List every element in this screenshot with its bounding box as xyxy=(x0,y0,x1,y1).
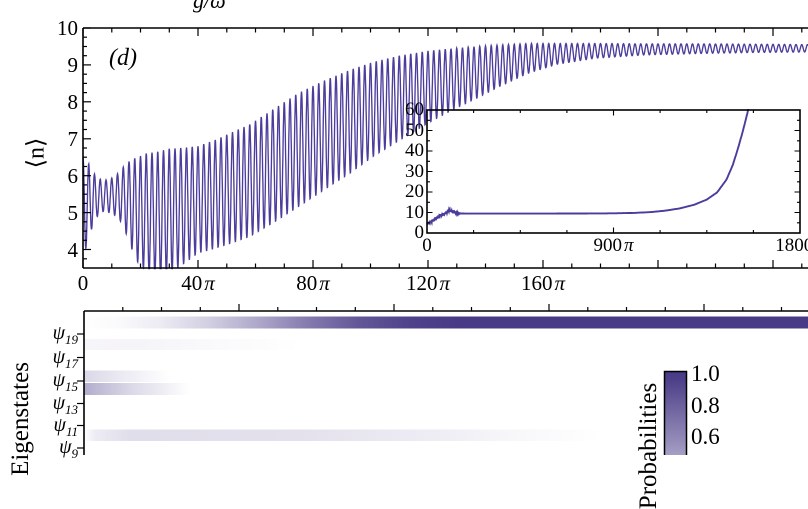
inset-y-tick-label: 40 xyxy=(405,140,424,161)
main-y-tick-label: 4 xyxy=(67,237,79,262)
inset-x-tick-label: 0 xyxy=(422,235,432,256)
eigenstate-row-label: ψ15 xyxy=(52,369,78,394)
eigenstate-row-label: ψ13 xyxy=(52,391,78,417)
inset-curve xyxy=(427,109,750,227)
main-y-tick-label: 10 xyxy=(57,16,78,40)
inset-y-tick-label: 30 xyxy=(405,160,424,182)
main-axes xyxy=(82,27,808,269)
heatmap-band xyxy=(84,429,600,441)
inset-axes xyxy=(426,109,801,234)
tick-labels-layer: 0 40π 80π 120π 160π 10 9 8 7 6 5 4 60 50 40 30 20 10 0 0 900… xyxy=(52,16,808,461)
colorbar-tick-label: 0.6 xyxy=(691,424,720,449)
eigenstate-row-label: ψ19 xyxy=(52,322,78,347)
main-y-tick-label: 6 xyxy=(67,163,79,188)
heatmap-frame xyxy=(83,310,808,455)
main-y-tick-label: 9 xyxy=(67,52,79,77)
main-x-tick-label: 120π xyxy=(405,271,451,295)
inset-y-tick-label: 60 xyxy=(405,99,424,120)
main-y-tick-label: 7 xyxy=(67,126,79,151)
inset-x-tick-label: 900 π xyxy=(593,235,634,256)
colorbar-tick-label: 1.0 xyxy=(691,361,720,386)
inset-y-tick-label: 20 xyxy=(405,181,424,202)
main-x-tick-label: 0 xyxy=(77,271,89,295)
main-x-tick-label: 160π xyxy=(520,271,566,295)
heatmap-band xyxy=(84,339,300,350)
main-y-tick-label: 5 xyxy=(67,200,79,225)
inset-y-tick-label: 10 xyxy=(405,201,424,223)
heatmap-bands xyxy=(84,316,808,441)
eigenstate-row-label: ψ9 xyxy=(59,436,78,461)
inset-x-tick-label: 1800π xyxy=(775,235,808,256)
heatmap-axes xyxy=(77,304,808,455)
eigenstate-row-label: ψ11 xyxy=(53,413,78,439)
panel-label: (d) xyxy=(109,45,137,71)
heatmap-band xyxy=(84,370,170,382)
main-curve xyxy=(83,41,808,270)
colorbar-tick-label: 0.8 xyxy=(691,392,720,418)
heatmap-band xyxy=(84,383,190,395)
figure-canvas xyxy=(77,27,808,455)
main-x-tick-label: 40π xyxy=(181,271,215,295)
main-x-tick-label: 80π xyxy=(296,271,330,295)
cropped-top-axis-label: g/ω xyxy=(193,0,226,13)
colorbar-gradient xyxy=(663,370,688,455)
eigenstate-row-label: ψ17 xyxy=(52,345,78,371)
inset-y-tick-label: 0 xyxy=(414,222,425,243)
heatmap-band xyxy=(84,316,808,329)
inset-y-tick-label: 50 xyxy=(405,119,424,141)
main-y-tick-label: 8 xyxy=(67,89,79,114)
